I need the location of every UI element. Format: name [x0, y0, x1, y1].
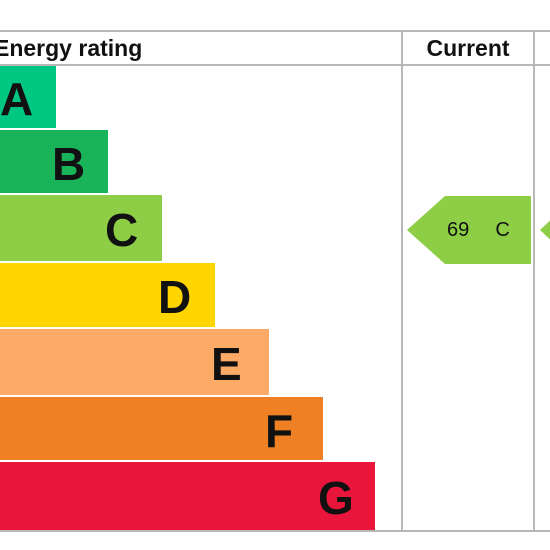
current-rating-arrow	[407, 196, 531, 264]
rating-band-b: B	[0, 130, 108, 193]
rating-band-letter: E	[211, 338, 242, 390]
rating-band-letter: B	[52, 138, 86, 190]
top-border	[0, 30, 550, 32]
column-divider-current	[401, 30, 403, 532]
current-column-header: Current	[426, 35, 510, 61]
rating-band-letter: G	[318, 472, 354, 524]
potential-rating-arrow-shape	[540, 220, 550, 240]
rating-band-a: A	[0, 66, 56, 128]
rating-band-letter: F	[265, 405, 294, 457]
current-rating-label: 69 C	[447, 220, 510, 240]
bottom-border	[0, 530, 550, 532]
chart-title: Energy rating	[0, 35, 143, 61]
rating-band-e: E	[0, 329, 269, 395]
rating-band-d: D	[0, 263, 215, 327]
rating-band-c: C	[0, 195, 162, 261]
potential-rating-arrow	[540, 220, 550, 240]
rating-band-f: F	[0, 397, 323, 460]
column-divider-potential	[533, 30, 535, 532]
rating-band-letter: A	[0, 73, 34, 125]
header-divider	[0, 64, 550, 66]
current-rating-arrow-shape	[407, 196, 531, 264]
current-rating-score: 69	[447, 219, 470, 241]
current-rating-band: C	[495, 219, 510, 241]
rating-band-g: G	[0, 462, 375, 530]
rating-band-letter: C	[105, 204, 139, 256]
rating-band-letter: D	[158, 271, 192, 323]
